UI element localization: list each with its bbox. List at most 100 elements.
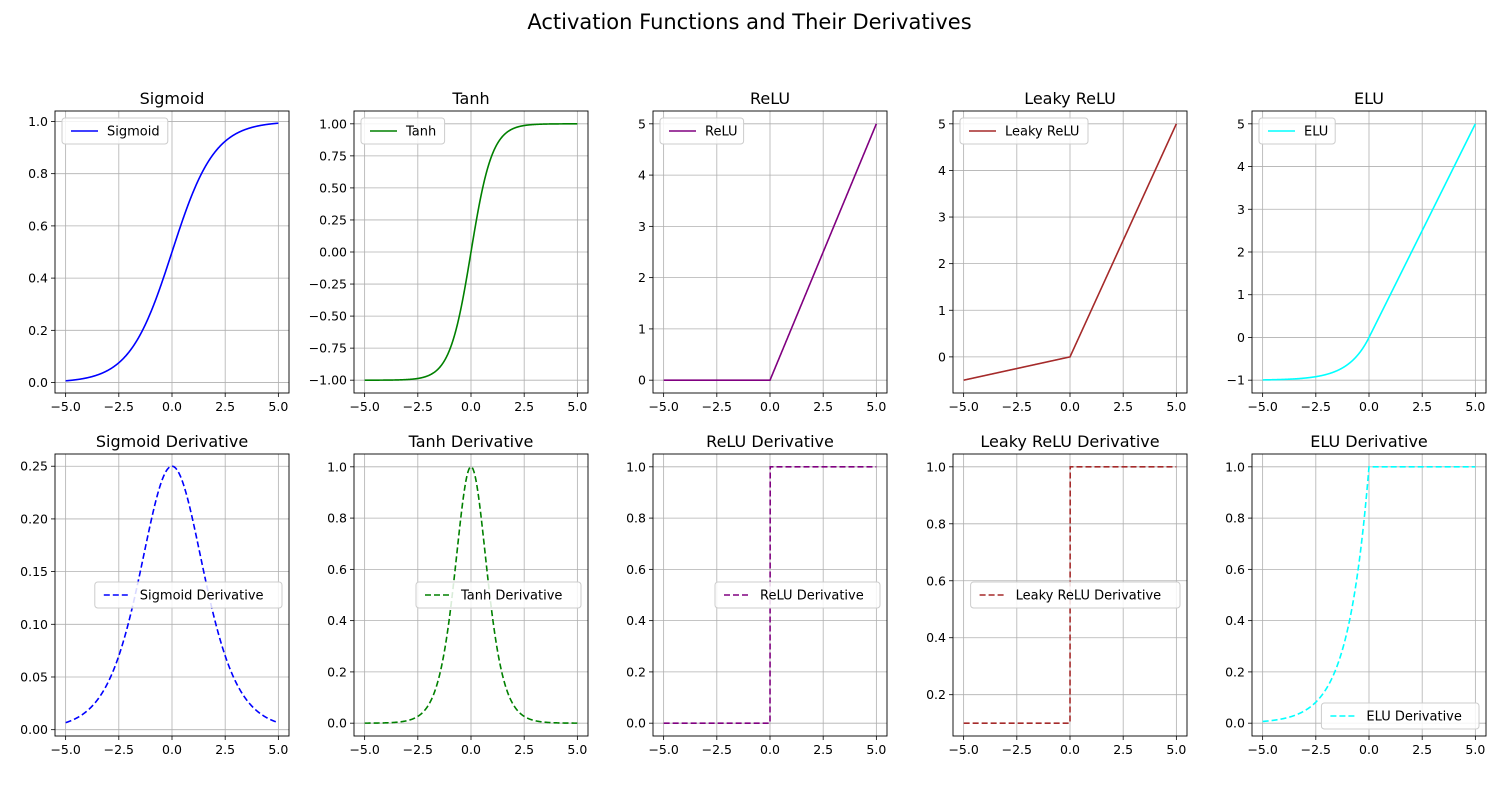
subplot-sigmoid: Sigmoid −5.0 −2.5 0.0 2.5 5.0 0.0 0.2 0.4 0.6 0.8 1… (28, 89, 290, 414)
legend-box (959, 117, 1089, 145)
y-tick-label: 0.6 (926, 573, 946, 588)
legend-box (61, 117, 169, 145)
x-tick-label: −2.5 (1002, 399, 1032, 414)
y-tick-label: −0.75 (309, 341, 347, 356)
y-tick-label: 0.15 (20, 564, 48, 579)
legend: Leaky ReLU (959, 117, 1089, 145)
y-tick-label: 2 (638, 270, 646, 285)
subplot-title: Leaky ReLU Derivative (980, 432, 1159, 451)
x-tick-label: 5.0 (866, 742, 886, 757)
subplot-elu: ELU −5.0 −2.5 0.0 2.5 5.0 −1 0 1 2 3 4 5 ELU (1227, 89, 1487, 414)
y-tick-label: 0.6 (626, 562, 646, 577)
y-tick-label: 0.4 (626, 613, 646, 628)
subplot-title: Sigmoid (140, 89, 205, 108)
x-tick-label: 5.0 (1166, 399, 1186, 414)
y-tick-label: 0.05 (20, 669, 48, 684)
legend-label: Leaky ReLU Derivative (1016, 589, 1162, 604)
y-tick-label: 0.2 (28, 323, 48, 338)
legend: ReLU (659, 117, 745, 145)
subplot-title: ELU Derivative (1310, 432, 1428, 451)
x-tick-label: 2.5 (1412, 399, 1432, 414)
x-tick-label: −5.0 (648, 742, 678, 757)
x-tick-label: 5.0 (268, 742, 288, 757)
y-tick-label: 1.0 (1225, 459, 1245, 474)
legend-box (970, 581, 1181, 609)
legend-box (1258, 117, 1336, 145)
y-tick-label: 0.8 (327, 511, 347, 526)
legend-label: Tanh Derivative (460, 589, 562, 604)
series-line-leaky-relu-derivative (963, 466, 1177, 724)
y-tick-label: 0.6 (327, 562, 347, 577)
subplot-relu-derivative: ReLU Derivative −5.0 −2.5 0.0 2.5 5.0 0.0 0.2 0.… (626, 432, 888, 757)
x-tick-label: 2.5 (813, 742, 833, 757)
y-tick-label: 0 (1237, 330, 1245, 345)
legend: ELU Derivative (1320, 702, 1480, 730)
subplot-title: ELU (1354, 89, 1384, 108)
y-tick-label: 0.50 (319, 180, 347, 195)
x-tick-label: 2.5 (1113, 399, 1133, 414)
x-tick-label: 0.0 (1060, 742, 1080, 757)
y-tick-label: 0.6 (28, 218, 48, 233)
y-tick-label: 3 (1237, 202, 1245, 217)
x-tick-label: −5.0 (1247, 399, 1277, 414)
x-tick-label: 0.0 (162, 742, 182, 757)
subplot-sigmoid-derivative: Sigmoid Derivative −5.0 −2.5 0.0 2.5 5.0 0.00 0… (20, 432, 290, 757)
y-tick-label: 1.0 (28, 114, 48, 129)
legend-box (714, 581, 881, 609)
series-line-sigmoid (65, 122, 279, 382)
y-tick-label: 0.6 (1225, 562, 1245, 577)
subplot-tanh-derivative: Tanh Derivative −5.0 −2.5 0.0 2.5 5.0 0.0 0.2 0.… (327, 432, 589, 757)
subplot-title: Leaky ReLU (1024, 89, 1116, 108)
x-tick-label: 5.0 (1166, 742, 1186, 757)
x-tick-label: −5.0 (349, 399, 379, 414)
x-tick-label: −5.0 (1247, 742, 1277, 757)
y-tick-label: 5 (1237, 116, 1245, 131)
legend-label: ELU Derivative (1366, 710, 1461, 725)
x-tick-label: 0.0 (461, 742, 481, 757)
legend-label: ReLU (705, 125, 738, 140)
x-tick-label: −2.5 (1002, 742, 1032, 757)
x-tick-label: −5.0 (948, 742, 978, 757)
x-tick-label: −5.0 (50, 742, 80, 757)
subplot-leaky-relu-derivative: Leaky ReLU Derivative −5.0 −2.5 0.0 2.5 5.0 0.… (926, 432, 1188, 757)
y-tick-label: 0.2 (926, 687, 946, 702)
x-tick-label: 2.5 (1412, 742, 1432, 757)
y-tick-label: 0.4 (926, 630, 946, 645)
y-tick-label: 0.4 (1225, 613, 1245, 628)
legend: Sigmoid (61, 117, 169, 145)
y-tick-label: −0.25 (309, 277, 347, 292)
y-tick-label: 0.0 (28, 375, 48, 390)
y-tick-label: −1 (1227, 373, 1245, 388)
y-tick-label: 0.20 (20, 511, 48, 526)
legend: Tanh (360, 117, 446, 145)
y-tick-label: 0.0 (626, 716, 646, 731)
y-tick-label: 0 (638, 373, 646, 388)
y-tick-label: 0.75 (319, 148, 347, 163)
legend: Sigmoid Derivative (94, 581, 283, 609)
series-line-relu-derivative (663, 466, 877, 724)
y-tick-label: 0 (938, 349, 946, 364)
y-tick-label: 1 (638, 321, 646, 336)
x-tick-label: −5.0 (648, 399, 678, 414)
legend: ReLU Derivative (714, 581, 881, 609)
figure-title: Activation Functions and Their Derivativ… (527, 10, 972, 34)
x-tick-label: 5.0 (567, 399, 587, 414)
subplot-title: ReLU (750, 89, 790, 108)
x-tick-label: 2.5 (514, 742, 534, 757)
x-tick-label: 2.5 (1113, 742, 1133, 757)
y-tick-label: 0.4 (327, 613, 347, 628)
x-tick-label: 0.0 (1359, 399, 1379, 414)
legend: Tanh Derivative (415, 581, 582, 609)
y-tick-label: 1.00 (319, 116, 347, 131)
x-tick-label: 2.5 (215, 399, 235, 414)
y-tick-label: 0.8 (926, 516, 946, 531)
series-line-sigmoid-derivative (65, 465, 279, 724)
legend-label: Leaky ReLU (1005, 125, 1079, 140)
legend-label: ReLU Derivative (760, 589, 864, 604)
y-tick-label: 1.0 (327, 459, 347, 474)
subplot-title: Sigmoid Derivative (96, 432, 248, 451)
x-tick-label: 0.0 (760, 399, 780, 414)
x-tick-label: −2.5 (1301, 742, 1331, 757)
y-tick-label: 0.25 (20, 459, 48, 474)
series-line-elu-derivative (1262, 466, 1476, 723)
